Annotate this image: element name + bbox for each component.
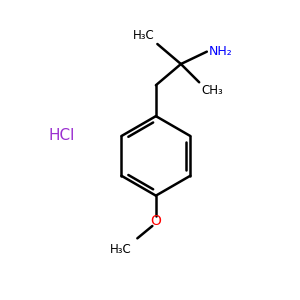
Text: CH₃: CH₃ (202, 84, 223, 97)
Text: O: O (151, 214, 161, 228)
Text: HCl: HCl (49, 128, 75, 143)
Text: H₃C: H₃C (110, 243, 131, 256)
Text: H₃C: H₃C (133, 29, 155, 42)
Text: NH₂: NH₂ (209, 45, 233, 58)
